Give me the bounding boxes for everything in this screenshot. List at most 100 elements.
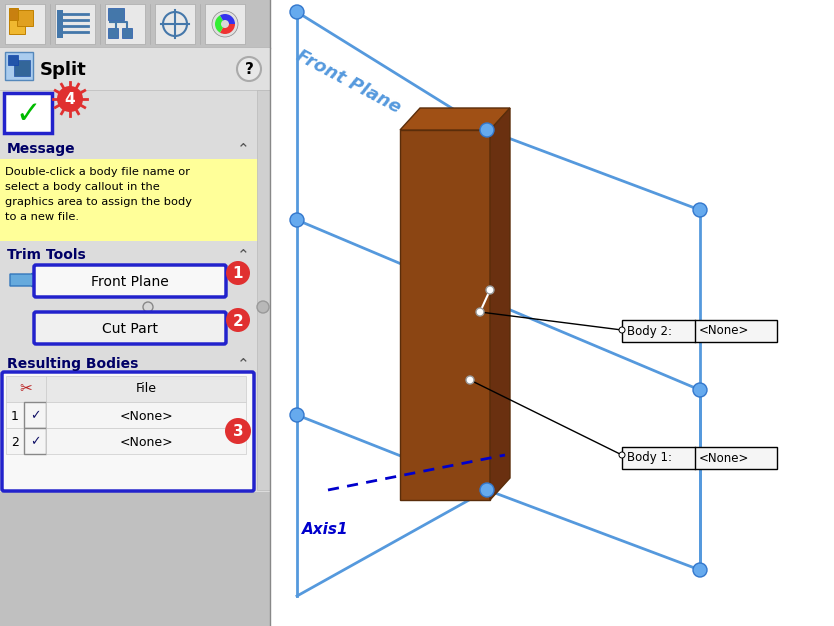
Text: 2: 2 (11, 436, 19, 448)
Circle shape (226, 308, 250, 332)
Circle shape (143, 302, 153, 312)
Bar (622, 447, 777, 469)
Circle shape (693, 203, 707, 217)
Circle shape (237, 57, 261, 81)
Bar (5, 4, 45, 44)
Circle shape (480, 123, 494, 137)
Polygon shape (490, 108, 510, 500)
Text: 4: 4 (65, 93, 75, 108)
Bar (622, 320, 777, 342)
Text: 1: 1 (233, 267, 244, 282)
FancyArrow shape (10, 273, 38, 287)
Text: ?: ? (244, 63, 254, 78)
Bar (0, 48, 270, 90)
Text: 2: 2 (233, 314, 244, 329)
Text: <None>: <None> (699, 451, 750, 464)
Wedge shape (220, 14, 235, 24)
Bar (4, 93, 52, 133)
Bar (57, 10, 63, 38)
Text: ⌃: ⌃ (237, 247, 249, 262)
Text: Message: Message (7, 142, 76, 156)
Bar (6, 402, 24, 428)
Circle shape (290, 5, 304, 19)
Text: ✓: ✓ (30, 436, 40, 448)
Circle shape (466, 376, 474, 384)
Circle shape (212, 11, 238, 37)
Text: Body 1:: Body 1: (627, 451, 672, 464)
Polygon shape (400, 108, 510, 130)
Bar (55, 4, 95, 44)
Circle shape (486, 286, 494, 294)
Text: Axis1: Axis1 (302, 523, 349, 538)
Bar (0, 159, 262, 241)
Bar (257, 90, 270, 490)
Circle shape (290, 408, 304, 422)
Text: <None>: <None> (119, 409, 173, 423)
Text: Resulting Bodies: Resulting Bodies (7, 357, 138, 371)
Bar (9, 8, 18, 20)
Circle shape (57, 86, 83, 112)
Circle shape (693, 563, 707, 577)
Bar (24, 402, 46, 428)
Circle shape (290, 213, 304, 227)
Bar (205, 4, 245, 44)
FancyBboxPatch shape (34, 312, 226, 344)
Polygon shape (400, 130, 490, 500)
Bar (5, 52, 33, 80)
Circle shape (619, 452, 625, 458)
Text: 3: 3 (233, 424, 244, 439)
Circle shape (221, 20, 229, 28)
Bar (122, 28, 132, 38)
Circle shape (619, 327, 625, 333)
Bar (105, 4, 145, 44)
Circle shape (480, 483, 494, 497)
Bar (6, 428, 24, 454)
FancyBboxPatch shape (34, 265, 226, 297)
Bar (0, 243, 260, 265)
Bar (46, 428, 246, 454)
Text: <None>: <None> (119, 436, 173, 448)
FancyBboxPatch shape (2, 372, 254, 491)
Circle shape (226, 261, 250, 285)
Text: Split: Split (40, 61, 87, 79)
Bar (0, 0, 270, 626)
Text: ⌃: ⌃ (237, 356, 249, 371)
Text: Body 2:: Body 2: (627, 324, 672, 337)
Text: Cut Part: Cut Part (102, 322, 158, 336)
Bar (9, 18, 25, 34)
Text: graphics area to assign the body: graphics area to assign the body (5, 197, 192, 207)
Text: select a body callout in the: select a body callout in the (5, 182, 160, 192)
Bar (155, 4, 195, 44)
Bar (6, 376, 46, 402)
Wedge shape (215, 16, 225, 33)
Circle shape (257, 301, 269, 313)
Bar (0, 0, 270, 48)
Bar (0, 137, 260, 159)
Circle shape (693, 383, 707, 397)
Bar (46, 376, 246, 402)
Bar (8, 55, 18, 65)
Circle shape (225, 418, 251, 444)
Text: Double-click a body file name or: Double-click a body file name or (5, 167, 190, 177)
Text: Trim Tools: Trim Tools (7, 248, 86, 262)
Text: Front Plane: Front Plane (91, 275, 168, 289)
Bar (24, 428, 46, 454)
Bar (17, 10, 33, 26)
Text: <None>: <None> (699, 324, 750, 337)
Circle shape (476, 308, 484, 316)
Bar (108, 8, 124, 20)
Bar (0, 492, 270, 626)
Text: ✓: ✓ (30, 409, 40, 423)
Text: ⌃: ⌃ (237, 141, 249, 156)
Wedge shape (220, 24, 235, 34)
Text: Front Plane: Front Plane (293, 47, 404, 117)
Text: ✓: ✓ (15, 100, 41, 128)
Text: File: File (135, 382, 157, 396)
Text: 1: 1 (11, 409, 19, 423)
Bar (108, 28, 118, 38)
Bar (46, 402, 246, 428)
Text: to a new file.: to a new file. (5, 212, 79, 222)
Bar (270, 0, 834, 626)
Bar (0, 352, 260, 374)
Text: ✂: ✂ (20, 381, 33, 396)
